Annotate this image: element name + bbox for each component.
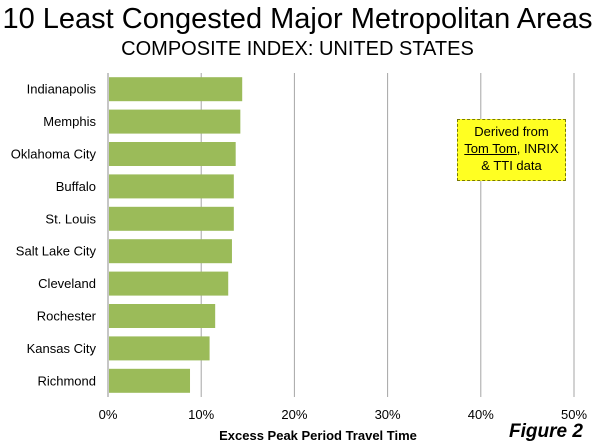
bar [109, 77, 243, 102]
bars [109, 77, 243, 393]
category-label: Kansas City [27, 341, 97, 356]
category-label: Buffalo [56, 179, 96, 194]
bar [109, 271, 229, 296]
chart-subtitle: COMPOSITE INDEX: UNITED STATES [121, 38, 474, 60]
category-label: St. Louis [45, 211, 96, 226]
category-label: Cleveland [38, 276, 96, 291]
x-axis-label: Excess Peak Period Travel Time [219, 428, 417, 443]
note-line-2: Tom Tom, INRIX [458, 140, 565, 157]
category-label: Memphis [43, 114, 96, 129]
x-tick-label: 40% [468, 407, 494, 422]
bar [109, 142, 236, 166]
category-label: Indianapolis [27, 82, 97, 97]
note-tomtom: Tom Tom [464, 141, 517, 156]
bar [109, 368, 191, 393]
x-tick-label: 30% [375, 407, 401, 422]
x-tick-label: 50% [561, 407, 587, 422]
source-note: Derived from Tom Tom, INRIX & TTI data [457, 119, 566, 181]
category-label: Richmond [37, 373, 96, 388]
note-line-1: Derived from [474, 124, 549, 139]
x-tick-label: 20% [281, 407, 307, 422]
bar [109, 174, 234, 199]
category-labels: Indianapolis Memphis Oklahoma City Buffalo S… [11, 82, 97, 389]
category-label: Oklahoma City [11, 147, 97, 162]
x-tick-label: 0% [99, 407, 118, 422]
bar [109, 109, 241, 134]
bar [109, 206, 234, 231]
note-inrix: , INRIX [516, 141, 559, 156]
category-label: Salt Lake City [16, 244, 97, 259]
x-tick-label: 10% [188, 407, 214, 422]
figure-label: Figure 2 [509, 421, 583, 442]
note-line-3: & TTI data [481, 158, 542, 173]
bar [109, 239, 232, 264]
chart-title: 10 Least Congested Major Metropolitan Ar… [2, 3, 593, 35]
bar [109, 304, 216, 328]
category-label: Rochester [37, 309, 97, 324]
bar [109, 336, 210, 361]
tick-labels: 0% 10% 20% 30% 40% 50% [99, 407, 588, 422]
